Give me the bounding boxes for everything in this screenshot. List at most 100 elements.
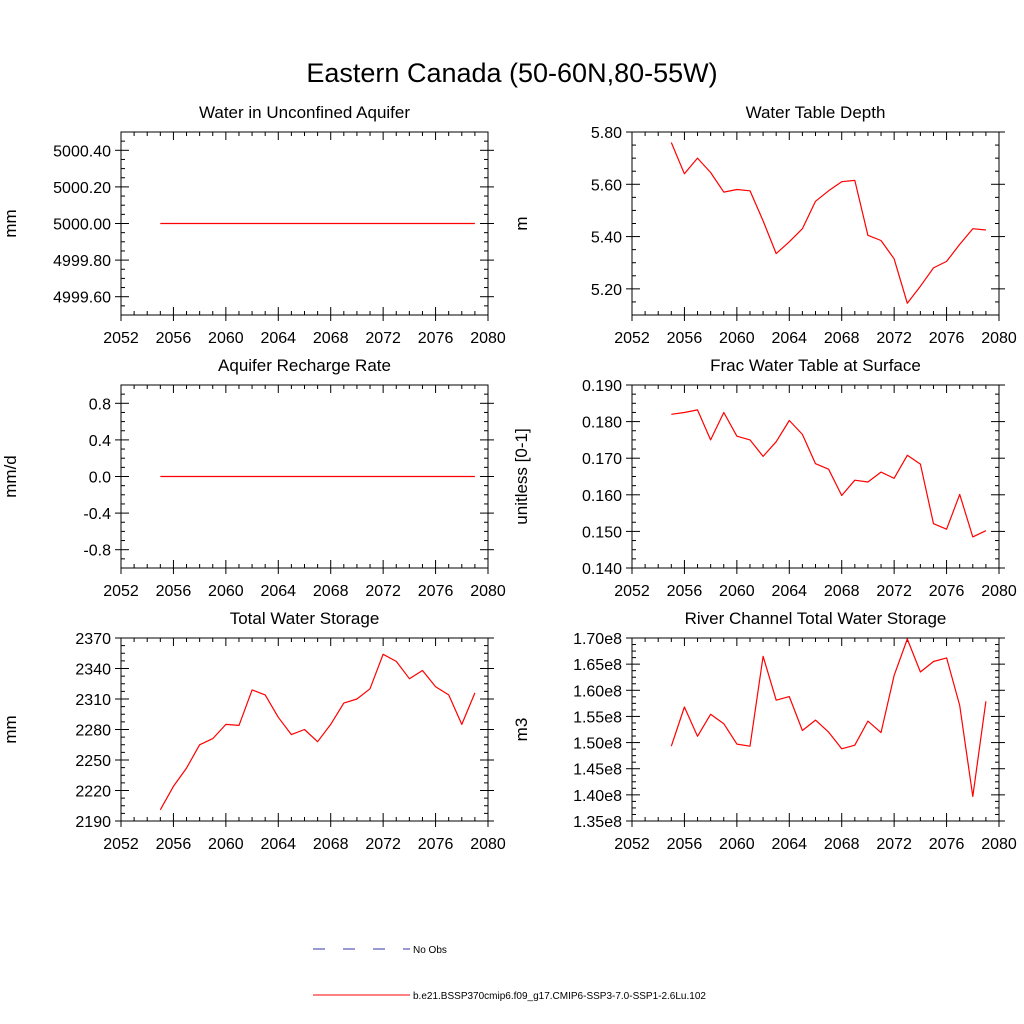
panel-title: Water Table Depth [746, 103, 886, 122]
chart-panel-3: Aquifer Recharge Rate mm/d 2052 2056 2060 206… [1, 356, 506, 600]
y-axis-label: m [512, 216, 531, 230]
x-tick-label: 2068 [313, 330, 349, 347]
y-tick-label: 0.190 [582, 378, 622, 395]
y-tick-label: -0.4 [83, 506, 111, 523]
x-tick-label: 2060 [208, 836, 244, 853]
y-tick-label: 0.150 [582, 524, 622, 541]
y-tick-label: 1.55e8 [573, 709, 622, 726]
y-tick-label: 5.60 [591, 177, 622, 194]
y-tick-label: 2370 [75, 631, 111, 648]
x-tick-label: 2052 [103, 330, 139, 347]
x-tick-label: 2076 [418, 836, 454, 853]
x-tick-label: 2068 [313, 836, 349, 853]
x-tick-label: 2064 [771, 330, 807, 347]
x-tick-label: 2060 [719, 330, 755, 347]
legend-label-no-obs: No Obs [413, 945, 447, 956]
x-tick-label: 2060 [719, 583, 755, 600]
x-tick-label: 2080 [981, 836, 1017, 853]
x-tick-label: 2068 [824, 330, 860, 347]
series-line [671, 409, 987, 538]
y-tick-label: 2190 [75, 814, 111, 831]
y-axis-label: mm/d [1, 455, 20, 498]
legend: No Obs b.e21.BSSP370cmip6.f09_g17.CMIP6-… [313, 945, 706, 1002]
x-tick-label: 2072 [876, 330, 912, 347]
y-tick-label: 2310 [75, 692, 111, 709]
y-tick-label: 0.140 [582, 561, 622, 578]
x-tick-label: 2064 [260, 836, 296, 853]
chart-panel-4: Frac Water Table at Surface unitless [0-1… [512, 356, 1017, 600]
x-tick-label: 2080 [470, 583, 506, 600]
x-tick-label: 2064 [260, 330, 296, 347]
panel-title: River Channel Total Water Storage [685, 609, 947, 628]
x-tick-label: 2060 [719, 836, 755, 853]
x-tick-label: 2076 [929, 330, 965, 347]
y-tick-label: 1.45e8 [573, 762, 622, 779]
y-axis-label: mm [1, 715, 20, 743]
y-tick-label: 5.40 [591, 230, 622, 247]
y-axis-label: unitless [0-1] [512, 428, 531, 524]
x-tick-label: 2076 [929, 583, 965, 600]
y-axis-label: m3 [512, 718, 531, 742]
y-tick-label: 4999.60 [53, 290, 111, 307]
x-tick-label: 2056 [156, 583, 192, 600]
x-tick-label: 2064 [771, 836, 807, 853]
y-tick-label: 2250 [75, 753, 111, 770]
x-tick-label: 2072 [365, 836, 401, 853]
x-tick-label: 2080 [470, 330, 506, 347]
y-tick-label: 0.0 [89, 470, 111, 487]
y-tick-label: 0.180 [582, 415, 622, 432]
x-tick-label: 2056 [156, 330, 192, 347]
y-tick-label: 1.40e8 [573, 788, 622, 805]
chart-panel-1: Water in Unconfined Aquifer mm 2052 2056 206… [1, 103, 506, 347]
panel-title: Total Water Storage [230, 609, 380, 628]
chart-panel-5: Total Water Storage mm 2052 2056 2060 2064 206… [1, 609, 506, 853]
x-tick-label: 2072 [365, 330, 401, 347]
series-line [670, 142, 986, 304]
y-tick-label: 0.170 [582, 451, 622, 468]
x-tick-label: 2064 [771, 583, 807, 600]
x-tick-label: 2060 [208, 583, 244, 600]
panel-title: Frac Water Table at Surface [710, 356, 921, 375]
x-tick-label: 2080 [470, 836, 506, 853]
y-tick-label: 5.80 [591, 125, 622, 142]
x-tick-label: 2052 [614, 836, 650, 853]
chart-panel-2: Water Table Depth m 2052 2056 2060 2064 2068 20… [512, 103, 1017, 347]
series-line [159, 653, 476, 811]
y-tick-label: 0.160 [582, 488, 622, 505]
x-tick-label: 2064 [260, 583, 296, 600]
x-tick-label: 2072 [876, 583, 912, 600]
chart-panel-6: River Channel Total Water Storage m3 2052 2… [512, 609, 1017, 853]
x-tick-label: 2072 [365, 583, 401, 600]
y-tick-label: 5000.00 [53, 217, 111, 234]
y-tick-label: 2280 [75, 723, 111, 740]
x-tick-label: 2060 [208, 330, 244, 347]
x-tick-label: 2052 [614, 583, 650, 600]
y-tick-label: 2220 [75, 784, 111, 801]
x-tick-label: 2080 [981, 583, 1017, 600]
y-tick-label: 5000.20 [53, 180, 111, 197]
y-tick-label: 2340 [75, 662, 111, 679]
x-tick-label: 2076 [418, 330, 454, 347]
panel-title: Water in Unconfined Aquifer [199, 103, 410, 122]
panel-grid: Water in Unconfined Aquifer mm 2052 2056 206… [1, 103, 1017, 853]
y-tick-label: 0.8 [89, 396, 111, 413]
y-tick-label: 1.35e8 [573, 814, 622, 831]
x-tick-label: 2072 [876, 836, 912, 853]
y-tick-label: 5000.40 [53, 143, 111, 160]
y-tick-label: 1.65e8 [573, 657, 622, 674]
x-tick-label: 2052 [103, 583, 139, 600]
y-tick-label: 1.50e8 [573, 736, 622, 753]
y-tick-label: 0.4 [89, 433, 111, 450]
y-tick-label: 1.60e8 [573, 683, 622, 700]
x-tick-label: 2068 [824, 836, 860, 853]
x-tick-label: 2056 [156, 836, 192, 853]
y-tick-label: 5.20 [591, 282, 622, 299]
y-tick-label: 4999.80 [53, 253, 111, 270]
x-tick-label: 2080 [981, 330, 1017, 347]
x-tick-label: 2076 [929, 836, 965, 853]
series-line [670, 638, 987, 798]
x-tick-label: 2056 [667, 330, 703, 347]
legend-label-model-run: b.e21.BSSP370cmip6.f09_g17.CMIP6-SSP3-7.… [413, 991, 706, 1002]
